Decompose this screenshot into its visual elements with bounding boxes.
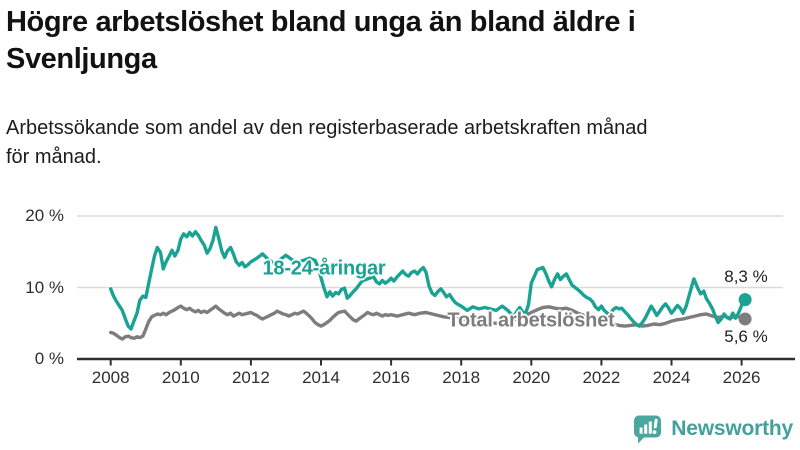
x-axis-tick-label: 2008	[91, 368, 130, 387]
page-title: Högre arbetslöshet bland unga än bland ä…	[6, 6, 636, 38]
x-axis-tick-label: 2026	[722, 368, 761, 387]
chart-subtitle: Arbetssökande som andel av den registerb…	[6, 117, 648, 139]
x-axis-tick-label: 2024	[652, 368, 691, 387]
x-axis-tick-label: 2018	[442, 368, 481, 387]
series-line-18-24-ringar	[108, 225, 747, 331]
x-axis-tick-label: 2020	[512, 368, 551, 387]
newsworthy-brand-text: Newsworthy	[671, 417, 793, 440]
series-end-dot	[738, 293, 752, 307]
end-value-label-youth: 8,3 %	[724, 267, 768, 286]
x-axis-tick-label: 2010	[161, 368, 200, 387]
x-axis-tick-label: 2012	[231, 368, 270, 387]
series-label-total: Total arbetslöshet	[447, 309, 615, 332]
x-axis-tick-label: 2022	[582, 368, 621, 387]
newsworthy-logo[interactable]: Newsworthy	[632, 413, 793, 445]
bar-chart-speech-bubble-icon	[632, 413, 663, 445]
page-title-line2: Svenljunga	[6, 43, 157, 75]
end-value-label-total: 5,6 %	[724, 327, 768, 346]
chart-subtitle-line2: för månad.	[6, 146, 102, 168]
y-axis-tick-label: 20 %	[25, 206, 64, 225]
y-axis-tick-label: 10 %	[25, 277, 64, 297]
series-line-total-arbetsl-shet	[108, 304, 747, 341]
x-axis-tick-label: 2016	[372, 368, 410, 387]
series-end-dot	[738, 312, 752, 326]
series-label-youth: 18-24-åringar	[262, 257, 386, 280]
x-axis-tick-label: 2014	[302, 368, 340, 387]
y-axis-tick-label: 0 %	[34, 349, 64, 368]
